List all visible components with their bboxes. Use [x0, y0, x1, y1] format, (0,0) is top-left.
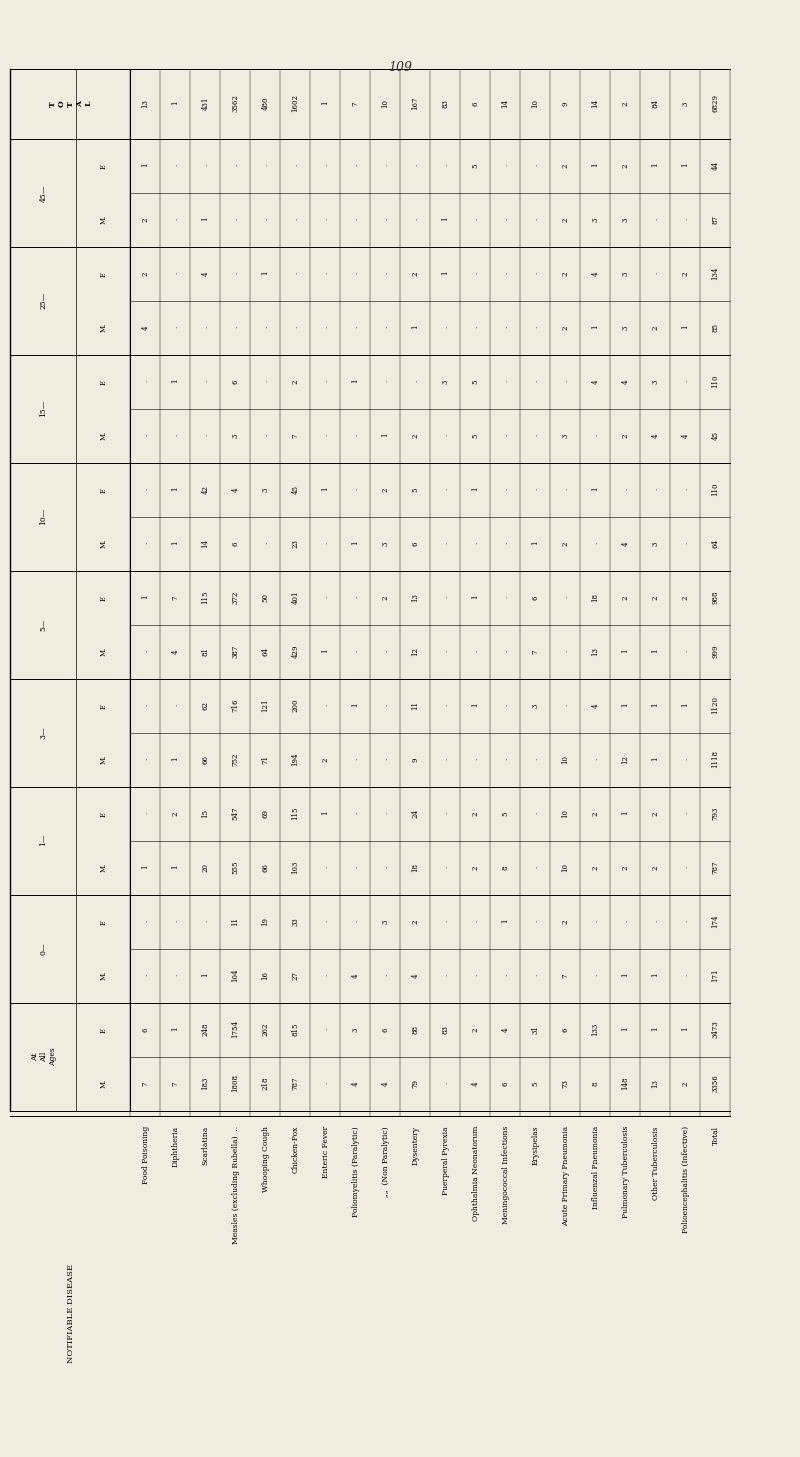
Text: 109: 109: [388, 61, 412, 74]
